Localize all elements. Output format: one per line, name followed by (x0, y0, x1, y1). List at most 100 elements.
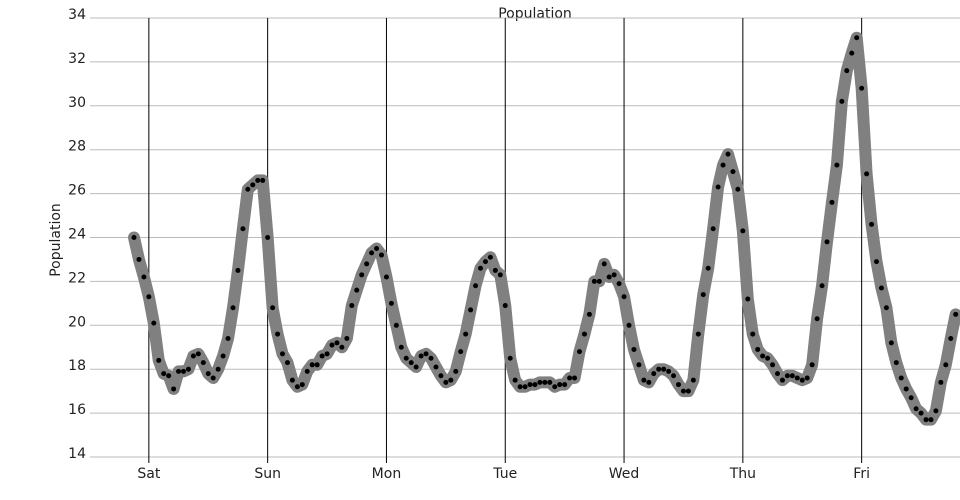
data-point (829, 199, 835, 205)
data-point (482, 259, 488, 265)
data-point (671, 373, 677, 379)
data-point (423, 351, 429, 357)
x-tick-label: Fri (853, 466, 870, 482)
data-point (740, 228, 746, 234)
x-tick-label: Mon (372, 466, 402, 482)
data-point (408, 360, 414, 366)
y-tick-label: 30 (68, 95, 86, 111)
data-point (775, 371, 780, 377)
data-point (294, 384, 300, 390)
data-point (680, 388, 686, 394)
data-point (794, 375, 800, 381)
data-point (388, 300, 394, 306)
data-point (185, 366, 191, 372)
data-point (626, 322, 632, 328)
data-point (428, 355, 434, 361)
data-point (270, 305, 276, 311)
data-point (379, 252, 384, 258)
data-point (205, 371, 211, 377)
y-axis-label: Population (48, 203, 64, 277)
data-point (636, 362, 642, 368)
data-point (364, 261, 370, 267)
data-point (893, 360, 899, 366)
data-point (824, 239, 830, 245)
data-point (339, 344, 345, 350)
data-point (606, 274, 612, 280)
data-point (478, 265, 483, 271)
data-point (923, 417, 929, 423)
data-point (329, 342, 335, 348)
data-point (933, 408, 939, 414)
data-point (280, 351, 285, 357)
data-point (176, 368, 182, 374)
data-point (586, 311, 592, 317)
x-tick-label: Sat (137, 466, 160, 482)
data-point (522, 384, 528, 390)
data-point (438, 373, 444, 379)
data-point (874, 259, 879, 265)
data-point (888, 340, 894, 346)
data-point (453, 368, 459, 374)
data-point (289, 377, 295, 383)
data-point (413, 364, 419, 370)
data-point (418, 353, 424, 359)
x-tick-label: Sun (254, 466, 281, 482)
data-point (710, 226, 716, 232)
data-point (596, 278, 602, 284)
x-tick-label: Thu (729, 466, 756, 482)
data-point (200, 360, 206, 366)
data-point (913, 406, 919, 412)
data-point (854, 35, 860, 41)
data-point (750, 331, 756, 337)
data-point (938, 379, 944, 385)
data-point (859, 85, 865, 91)
y-tick-label: 14 (68, 446, 86, 462)
y-tick-label: 22 (68, 270, 86, 286)
y-tick-label: 20 (68, 314, 86, 330)
data-point (369, 250, 375, 256)
data-point (819, 283, 825, 289)
data-point (577, 349, 582, 355)
data-point (324, 351, 330, 357)
data-point (789, 373, 795, 379)
data-point (918, 410, 924, 416)
data-point (334, 340, 340, 346)
data-point (715, 184, 721, 190)
data-point (616, 281, 622, 287)
data-point (136, 256, 142, 262)
data-point (552, 384, 558, 390)
data-point (765, 355, 771, 361)
data-point (195, 351, 201, 357)
data-point (953, 311, 959, 317)
data-point (646, 379, 652, 385)
data-point (275, 331, 281, 337)
data-point (349, 303, 355, 309)
data-point (834, 162, 840, 168)
data-point (517, 384, 523, 390)
data-point (314, 362, 320, 368)
chart-title: Population (498, 6, 572, 22)
data-point (398, 344, 404, 350)
data-point (240, 226, 246, 232)
data-point (190, 353, 196, 359)
data-point (359, 272, 365, 278)
data-point (260, 177, 266, 183)
data-point (898, 375, 904, 381)
data-point (468, 307, 474, 313)
data-point (304, 368, 310, 374)
data-point (230, 305, 236, 311)
data-point (661, 366, 667, 372)
data-point (181, 368, 186, 374)
data-point (344, 335, 350, 341)
data-point (567, 375, 573, 381)
data-point (690, 377, 696, 383)
data-point (572, 375, 578, 381)
y-tick-label: 18 (68, 358, 86, 374)
data-point (245, 186, 251, 192)
data-point (928, 417, 934, 423)
y-tick-label: 26 (68, 183, 86, 199)
data-point (497, 272, 503, 278)
data-point (547, 379, 553, 385)
